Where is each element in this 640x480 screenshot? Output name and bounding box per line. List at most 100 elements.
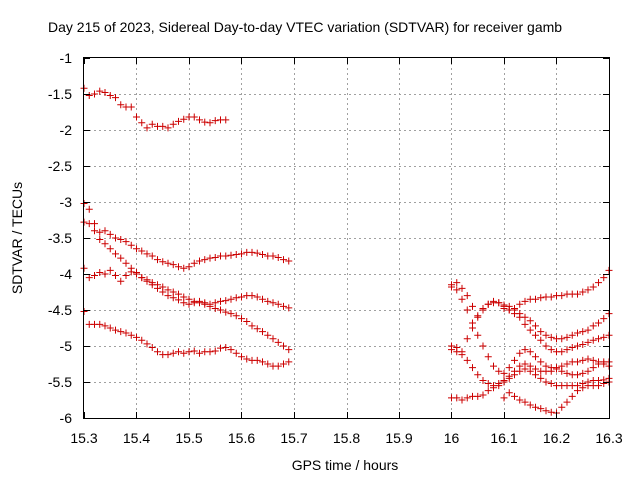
data-point — [253, 356, 261, 364]
x-tick-label: 16.3 — [595, 430, 622, 446]
data-point — [190, 259, 198, 267]
data-point — [542, 342, 550, 350]
data-point — [232, 312, 240, 320]
data-point — [521, 320, 529, 328]
data-point — [238, 293, 245, 301]
data-point — [180, 349, 188, 357]
data-point — [463, 292, 471, 300]
data-point — [227, 251, 235, 259]
data-point — [148, 343, 156, 351]
data-point — [253, 325, 261, 333]
data-point — [542, 331, 550, 339]
data-point — [511, 356, 518, 364]
data-point — [101, 227, 109, 235]
data-point — [185, 348, 193, 356]
data-point — [96, 235, 104, 243]
data-point — [91, 227, 98, 235]
data-point — [474, 371, 482, 379]
data-point — [206, 119, 214, 127]
data-point — [600, 379, 608, 387]
data-point — [280, 302, 287, 310]
data-point — [458, 295, 466, 303]
data-point — [479, 305, 487, 313]
data-point — [274, 362, 282, 370]
data-point — [484, 379, 492, 387]
data-point — [285, 346, 293, 354]
y-tick-label: -5 — [60, 338, 73, 354]
data-point — [106, 266, 114, 274]
x-tick-label: 15.5 — [175, 430, 202, 446]
data-point — [164, 351, 172, 359]
data-point — [127, 268, 135, 276]
data-point — [122, 329, 130, 337]
data-point — [584, 367, 592, 375]
x-tick-label: 16.1 — [490, 430, 517, 446]
y-tick-label: -6 — [60, 410, 73, 426]
data-point — [474, 313, 482, 321]
data-point — [474, 392, 482, 400]
data-point — [505, 372, 513, 380]
data-point — [574, 371, 581, 379]
data-point — [259, 358, 266, 366]
points-layer — [80, 84, 613, 417]
data-point — [138, 247, 146, 255]
data-point — [269, 335, 277, 343]
data-point — [563, 398, 571, 406]
data-point — [579, 328, 587, 336]
x-tick-label: 15.9 — [385, 430, 412, 446]
data-point — [85, 205, 93, 213]
series-arc1 — [80, 84, 230, 132]
data-point — [547, 293, 555, 301]
x-tick-label: 16.2 — [543, 430, 570, 446]
data-point — [148, 120, 156, 128]
data-point — [532, 331, 539, 339]
data-point — [458, 284, 466, 292]
data-point — [196, 297, 203, 305]
x-tick-label: 16 — [444, 430, 460, 446]
data-point — [232, 349, 240, 357]
data-point — [495, 299, 503, 307]
data-point — [190, 347, 198, 355]
data-point — [117, 235, 125, 243]
data-point — [469, 364, 476, 372]
data-point — [516, 349, 524, 357]
data-point — [175, 348, 182, 356]
plot-frame — [83, 57, 610, 419]
data-point — [542, 378, 550, 386]
data-point — [211, 347, 219, 355]
data-point — [259, 295, 266, 303]
data-point — [138, 119, 146, 127]
data-point — [222, 116, 230, 124]
data-point — [537, 405, 545, 413]
data-point — [516, 362, 524, 370]
data-point — [563, 360, 571, 368]
data-point — [469, 302, 476, 310]
data-point — [547, 367, 555, 375]
data-point — [180, 115, 188, 123]
data-point — [117, 101, 125, 109]
data-point — [159, 288, 167, 296]
x-tick-label: 15.6 — [228, 430, 255, 446]
data-point — [574, 358, 581, 366]
data-point — [521, 398, 529, 406]
x-axis-label: GPS time / hours — [292, 457, 399, 473]
y-tick-label: -1 — [60, 50, 73, 66]
data-point — [148, 252, 156, 260]
data-point — [574, 387, 581, 395]
data-point — [505, 389, 513, 397]
data-point — [274, 338, 282, 346]
data-point — [169, 294, 177, 302]
data-point — [448, 346, 455, 354]
data-point — [479, 377, 487, 385]
data-point — [164, 259, 172, 267]
data-point — [574, 342, 581, 350]
data-point — [148, 281, 156, 289]
data-point — [122, 259, 130, 267]
data-point — [521, 360, 529, 368]
data-point — [238, 315, 245, 323]
data-point — [101, 240, 109, 248]
data-point — [516, 396, 524, 404]
x-tick-label: 15.7 — [280, 430, 307, 446]
data-point — [463, 335, 471, 343]
data-point — [143, 340, 151, 348]
